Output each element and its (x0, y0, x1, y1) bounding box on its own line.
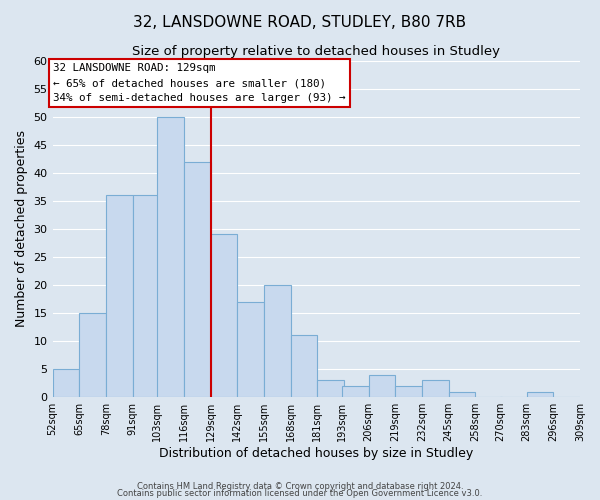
Text: 32, LANSDOWNE ROAD, STUDLEY, B80 7RB: 32, LANSDOWNE ROAD, STUDLEY, B80 7RB (133, 15, 467, 30)
Bar (264, 285, 290, 397)
Bar (368, 375, 395, 397)
Bar (79, 313, 106, 397)
Bar (290, 336, 317, 397)
Y-axis label: Number of detached properties: Number of detached properties (15, 130, 28, 328)
Text: 32 LANSDOWNE ROAD: 129sqm
← 65% of detached houses are smaller (180)
34% of semi: 32 LANSDOWNE ROAD: 129sqm ← 65% of detac… (53, 64, 346, 103)
Bar (317, 380, 344, 397)
Bar (211, 234, 237, 397)
Text: Contains HM Land Registry data © Crown copyright and database right 2024.: Contains HM Land Registry data © Crown c… (137, 482, 463, 491)
Bar (106, 195, 133, 397)
Bar (184, 162, 211, 397)
Bar (422, 380, 449, 397)
Bar (157, 116, 184, 397)
Title: Size of property relative to detached houses in Studley: Size of property relative to detached ho… (132, 45, 500, 58)
Bar (237, 302, 264, 397)
Bar (133, 195, 159, 397)
Bar (527, 392, 553, 397)
X-axis label: Distribution of detached houses by size in Studley: Distribution of detached houses by size … (159, 447, 473, 460)
Bar (53, 369, 79, 397)
Bar (342, 386, 368, 397)
Bar (395, 386, 422, 397)
Bar (449, 392, 475, 397)
Text: Contains public sector information licensed under the Open Government Licence v3: Contains public sector information licen… (118, 490, 482, 498)
